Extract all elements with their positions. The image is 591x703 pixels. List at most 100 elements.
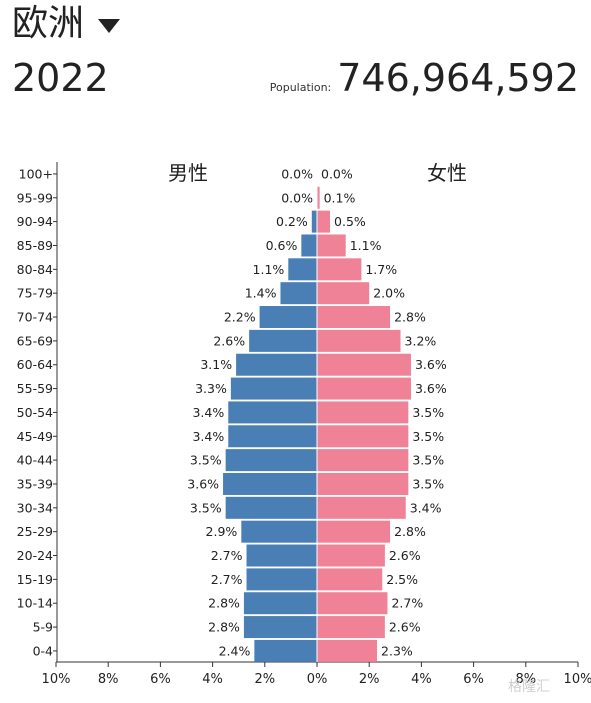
label-female-70-74: 2.8% xyxy=(394,310,426,325)
label-female-45-49: 3.5% xyxy=(412,429,444,444)
bar-male-35-39 xyxy=(223,472,317,495)
bar-male-20-24 xyxy=(246,544,317,567)
label-male-100+: 0.0% xyxy=(281,166,313,181)
y-tick-label-35-39: 35-39 xyxy=(17,476,53,491)
y-tick-label-15-19: 15-19 xyxy=(17,572,53,587)
label-female-75-79: 2.0% xyxy=(373,286,405,301)
bar-male-90-94 xyxy=(311,210,317,233)
bar-male-70-74 xyxy=(259,306,317,329)
x-tick-label-9: 8% xyxy=(515,672,536,687)
label-male-70-74: 2.2% xyxy=(224,310,256,325)
x-tick-label-8: 6% xyxy=(463,672,484,687)
label-male-40-44: 3.5% xyxy=(190,453,222,468)
bar-male-50-54 xyxy=(228,401,317,424)
x-tick-label-2: 6% xyxy=(150,672,171,687)
label-male-95-99: 0.0% xyxy=(281,190,313,205)
caret-down-icon[interactable] xyxy=(98,19,121,33)
bar-male-65-69 xyxy=(249,329,317,352)
label-female-15-19: 2.5% xyxy=(386,572,418,587)
bar-female-25-29 xyxy=(317,520,391,543)
label-female-95-99: 0.1% xyxy=(324,190,356,205)
y-tick-label-75-79: 75-79 xyxy=(17,286,53,301)
label-male-75-79: 1.4% xyxy=(245,286,277,301)
bar-female-30-34 xyxy=(317,496,406,519)
y-tick-label-100+: 100+ xyxy=(19,166,53,181)
bar-male-0-4 xyxy=(254,639,317,662)
bar-female-5-9 xyxy=(317,616,385,639)
bar-male-5-9 xyxy=(243,616,317,639)
label-male-55-59: 3.3% xyxy=(195,381,227,396)
series-label-female: 女性 xyxy=(427,161,467,185)
bar-male-85-89 xyxy=(301,234,317,257)
bar-female-70-74 xyxy=(317,306,391,329)
x-tick-label-7: 4% xyxy=(411,672,432,687)
population-display: Population: 746,964,592 xyxy=(270,56,579,100)
bar-male-40-44 xyxy=(225,449,317,472)
label-female-65-69: 3.2% xyxy=(405,333,437,348)
y-tick-label-30-34: 30-34 xyxy=(17,500,53,515)
bar-female-10-14 xyxy=(317,592,388,615)
y-tick-label-50-54: 50-54 xyxy=(17,405,53,420)
label-female-100+: 0.0% xyxy=(321,166,353,181)
label-male-15-19: 2.7% xyxy=(211,572,243,587)
bar-female-65-69 xyxy=(317,329,401,352)
bar-male-55-59 xyxy=(230,377,317,400)
label-male-35-39: 3.6% xyxy=(187,476,219,491)
bar-male-45-49 xyxy=(228,425,317,448)
bar-female-50-54 xyxy=(317,401,409,424)
y-tick-label-10-14: 10-14 xyxy=(17,596,53,611)
label-male-10-14: 2.8% xyxy=(208,596,240,611)
population-value: 746,964,592 xyxy=(337,56,579,100)
bar-male-80-84 xyxy=(288,258,317,281)
label-female-50-54: 3.5% xyxy=(412,405,444,420)
bar-female-40-44 xyxy=(317,449,409,472)
label-male-85-89: 0.6% xyxy=(266,238,298,253)
bar-female-80-84 xyxy=(317,258,362,281)
x-tick-label-4: 2% xyxy=(254,672,275,687)
region-selector[interactable]: 欧洲 xyxy=(12,2,121,46)
y-tick-label-85-89: 85-89 xyxy=(17,238,53,253)
label-male-5-9: 2.8% xyxy=(208,620,240,635)
label-female-10-14: 2.7% xyxy=(391,596,423,611)
label-female-60-64: 3.6% xyxy=(415,357,447,372)
y-tick-label-65-69: 65-69 xyxy=(17,333,53,348)
x-tick-label-3: 4% xyxy=(202,672,223,687)
population-label: Population: xyxy=(269,81,332,94)
bar-male-10-14 xyxy=(243,592,317,615)
bar-female-75-79 xyxy=(317,282,370,305)
watermark-logo-icon: 格隆汇 xyxy=(508,676,550,696)
bar-female-15-19 xyxy=(317,568,383,591)
x-tick-label-5: 0% xyxy=(307,672,328,687)
bar-male-25-29 xyxy=(241,520,317,543)
label-male-0-4: 2.4% xyxy=(219,643,251,658)
bar-male-75-79 xyxy=(280,282,317,305)
label-female-20-24: 2.6% xyxy=(389,548,421,563)
label-male-65-69: 2.6% xyxy=(213,333,245,348)
bar-female-60-64 xyxy=(317,353,411,376)
label-female-35-39: 3.5% xyxy=(412,476,444,491)
y-tick-label-60-64: 60-64 xyxy=(17,357,53,372)
x-tick-label-0: 10% xyxy=(42,672,71,687)
label-female-5-9: 2.6% xyxy=(389,620,421,635)
bar-female-95-99 xyxy=(317,186,320,209)
label-male-60-64: 3.1% xyxy=(200,357,232,372)
bar-female-35-39 xyxy=(317,472,409,495)
y-tick-label-80-84: 80-84 xyxy=(17,262,53,277)
bar-female-90-94 xyxy=(317,210,331,233)
label-female-85-89: 1.1% xyxy=(350,238,382,253)
y-tick-label-95-99: 95-99 xyxy=(17,190,53,205)
label-male-30-34: 3.5% xyxy=(190,500,222,515)
y-tick-label-55-59: 55-59 xyxy=(17,381,53,396)
label-female-80-84: 1.7% xyxy=(365,262,397,277)
label-male-25-29: 2.9% xyxy=(206,524,238,539)
y-tick-label-25-29: 25-29 xyxy=(17,524,53,539)
y-tick-label-45-49: 45-49 xyxy=(17,429,53,444)
y-tick-label-0-4: 0-4 xyxy=(33,643,53,658)
region-title: 欧洲 xyxy=(12,3,85,44)
label-female-0-4: 2.3% xyxy=(381,643,413,658)
label-male-90-94: 0.2% xyxy=(276,214,308,229)
series-label-male: 男性 xyxy=(168,161,208,185)
y-tick-label-70-74: 70-74 xyxy=(17,310,53,325)
bar-female-55-59 xyxy=(317,377,411,400)
